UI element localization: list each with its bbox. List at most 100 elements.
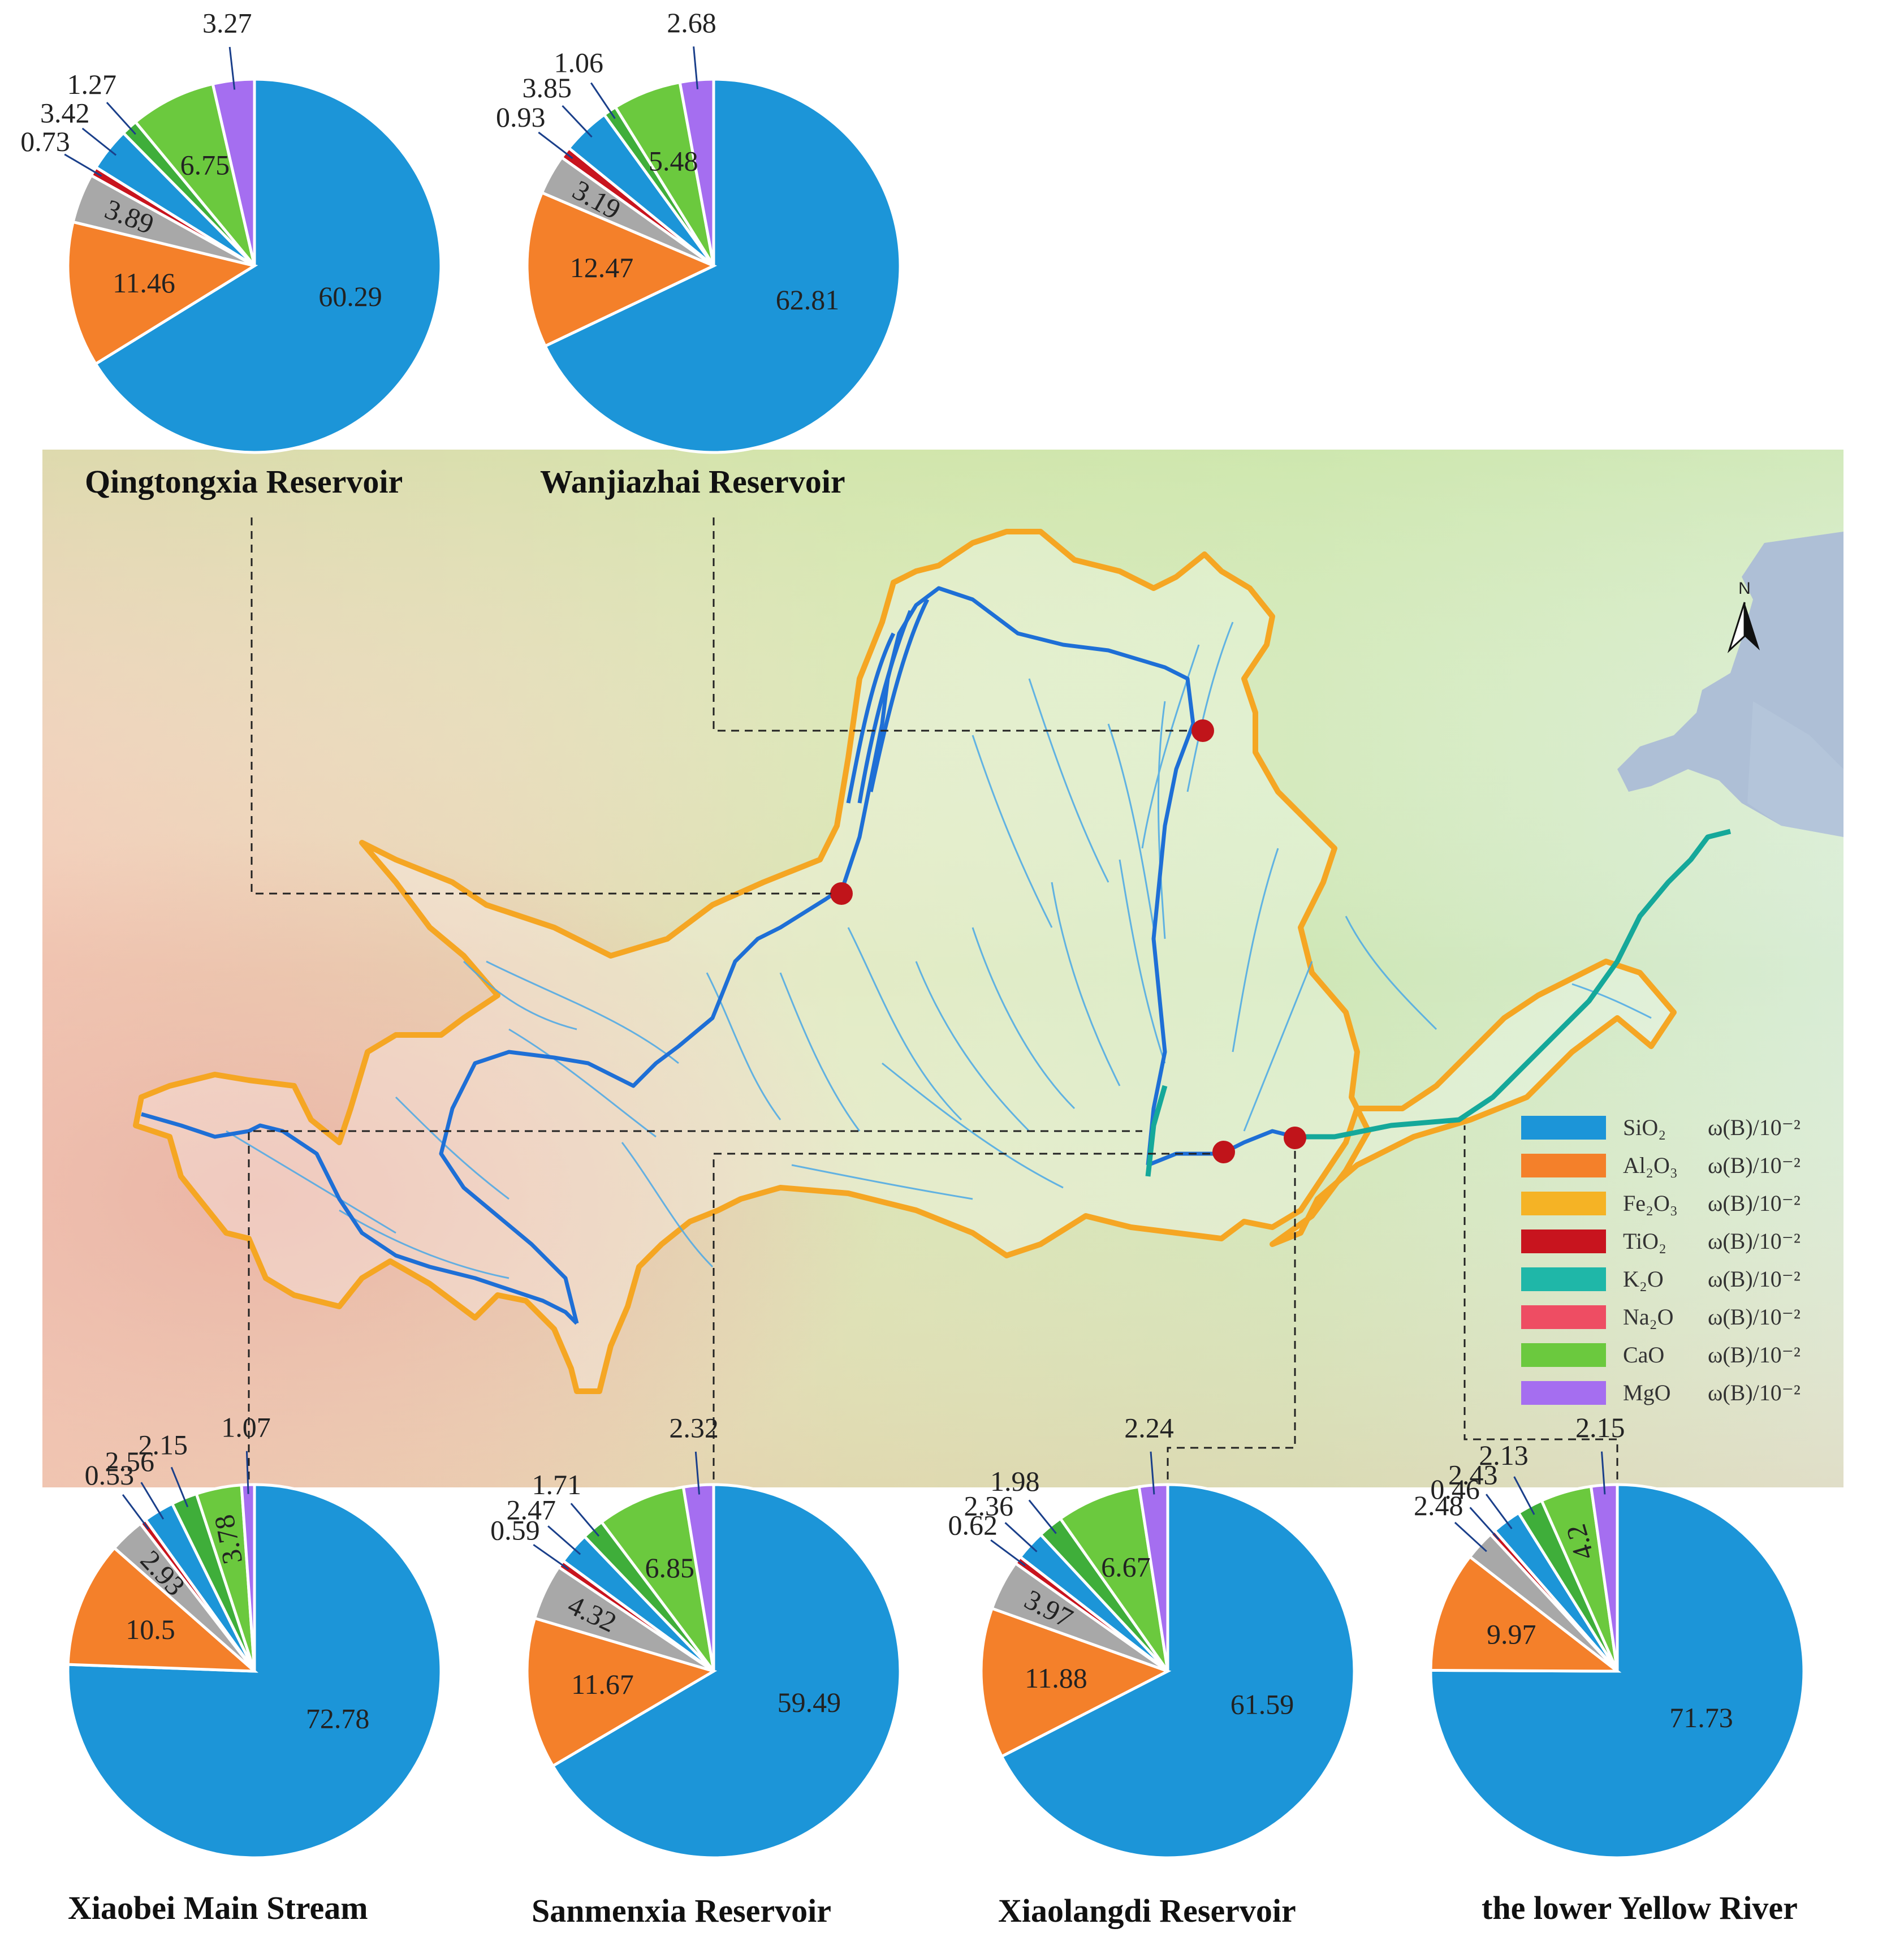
pie-leader-line	[1601, 1451, 1606, 1495]
pie-value-label: 11.67	[571, 1668, 634, 1700]
pie-slice	[66, 1546, 258, 1673]
pie-slice	[551, 1483, 902, 1860]
pie-slice	[525, 1616, 718, 1768]
pie-value-label: 11.46	[113, 267, 175, 299]
pie-value-label: 71.73	[1669, 1702, 1733, 1733]
legend: SiO₂ ω(B)/10⁻² Al₂O₃ ω(B)/10⁻² Fe₂O₃ ω(B)/1…	[1521, 1108, 1883, 1412]
pie-value-label: 3.42	[40, 97, 90, 128]
pie-leader-line	[106, 102, 136, 135]
pie-slice	[93, 77, 443, 454]
basin-boundary	[133, 529, 1677, 1394]
pie-value-label: 11.88	[1025, 1662, 1087, 1694]
title-xiaolangdi: Xiaolangdi Reservoir	[998, 1892, 1296, 1929]
legend-label: MgO	[1623, 1380, 1671, 1405]
pie-leader-line	[1028, 1499, 1057, 1534]
pie-leader-line	[562, 105, 593, 138]
pie-chart: 71.739.972.480.462.432.134.22.15	[1414, 1412, 1806, 1860]
legend-label: SiO₂	[1623, 1115, 1666, 1140]
pie-slice	[66, 220, 258, 366]
title-sanmenxia: Sanmenxia Reservoir	[532, 1892, 831, 1929]
legend-label: Al₂O₃	[1623, 1153, 1678, 1178]
legend-swatch	[1521, 1267, 1606, 1291]
pie-value-label: 1.27	[67, 68, 117, 100]
legend-unit: ω(B)/10⁻²	[1708, 1153, 1801, 1178]
pie-leader-line	[694, 1451, 700, 1495]
pie-slice	[1058, 1485, 1169, 1672]
pie-slice	[543, 77, 902, 454]
pie-value-label: 6.85	[645, 1552, 694, 1584]
legend-item: K₂O ω(B)/10⁻²	[1521, 1260, 1883, 1298]
legend-label: Na₂O	[1623, 1304, 1674, 1330]
legend-swatch	[1521, 1381, 1606, 1405]
leader-lines	[248, 517, 1618, 1493]
pie-value-label: 2.43	[1448, 1459, 1498, 1490]
pie-slice	[979, 1606, 1172, 1759]
legend-label: CaO	[1623, 1342, 1665, 1367]
pie-value-label: 2.15	[139, 1429, 188, 1461]
north-arrow-icon: N	[1727, 579, 1760, 653]
pie-value-label: 1.07	[221, 1411, 271, 1443]
pie-leader-line	[693, 46, 698, 89]
reservoir-sites	[830, 719, 1306, 1163]
site-wanjiazhai	[1191, 719, 1214, 742]
title-lower-yellow-river: the lower Yellow River	[1482, 1889, 1798, 1926]
pie-value-label: 0.73	[20, 126, 70, 157]
pie-value-label: 6.75	[180, 149, 230, 180]
legend-swatch	[1521, 1191, 1606, 1215]
pie-value-label: 0.59	[490, 1515, 540, 1546]
pie-value-label: 72.78	[306, 1702, 370, 1734]
pie-slice	[133, 82, 256, 267]
pie-leader-line	[990, 1539, 1026, 1567]
pie-slice	[1429, 1555, 1622, 1673]
pie-value-label: 1.71	[532, 1469, 581, 1500]
legend-swatch	[1521, 1305, 1606, 1329]
pie-slice	[1429, 1483, 1806, 1860]
title-wanjiazhai: Wanjiazhai Reservoir	[540, 463, 845, 500]
pie-leader-line	[533, 1544, 569, 1571]
legend-item: TiO₂ ω(B)/10⁻²	[1521, 1222, 1883, 1260]
pie-value-label: 2.36	[964, 1490, 1014, 1522]
legend-swatch	[1521, 1153, 1606, 1177]
pie-leader-line	[547, 1525, 581, 1555]
pie-leader-line	[1513, 1476, 1535, 1515]
pie-leader-line	[64, 153, 102, 177]
legend-label: Fe₂O₃	[1623, 1190, 1678, 1216]
site-qingtongxia	[830, 882, 853, 905]
pie-value-label: 60.29	[318, 281, 382, 312]
tributaries	[226, 622, 1652, 1279]
pie-value-label: 1.98	[990, 1465, 1040, 1497]
pie-value-label: 10.5	[126, 1614, 175, 1645]
pie-value-label: 0.46	[1430, 1473, 1480, 1505]
pie-leader-line	[170, 1466, 189, 1508]
pie-leader-line	[1469, 1507, 1500, 1540]
pie-value-label: 62.81	[776, 284, 840, 316]
legend-item: Al₂O₃ ω(B)/10⁻²	[1521, 1146, 1883, 1184]
pie-value-label: 2.56	[105, 1446, 155, 1477]
north-label: N	[1738, 579, 1751, 598]
legend-item: Fe₂O₃ ω(B)/10⁻²	[1521, 1184, 1883, 1222]
legend-unit: ω(B)/10⁻²	[1708, 1342, 1801, 1367]
title-qingtongxia: Qingtongxia Reservoir	[85, 463, 403, 500]
pie-slice	[599, 1485, 715, 1672]
sea-strip	[1747, 701, 1843, 837]
pie-value-label: 0.62	[948, 1509, 998, 1541]
legend-item: MgO ω(B)/10⁻²	[1521, 1374, 1883, 1412]
pie-value-label: 2.68	[667, 7, 716, 38]
pie-value-label: 61.59	[1231, 1688, 1294, 1720]
pie-leader-line	[1454, 1521, 1487, 1552]
pie-leader-line	[538, 131, 573, 159]
pie-leader-line	[245, 1451, 249, 1494]
legend-swatch	[1521, 1343, 1606, 1367]
legend-unit: ω(B)/10⁻²	[1708, 1228, 1801, 1254]
pie-value-label: 0.53	[85, 1459, 135, 1491]
legend-swatch	[1521, 1229, 1606, 1253]
pie-leader-line	[1485, 1494, 1513, 1529]
pie-leader-line	[228, 46, 236, 90]
legend-item: SiO₂ ω(B)/10⁻²	[1521, 1108, 1883, 1146]
pie-value-label: 2.13	[1479, 1439, 1529, 1471]
pie-leader-line	[1150, 1451, 1155, 1495]
pie-value-label: 0.93	[496, 101, 546, 133]
